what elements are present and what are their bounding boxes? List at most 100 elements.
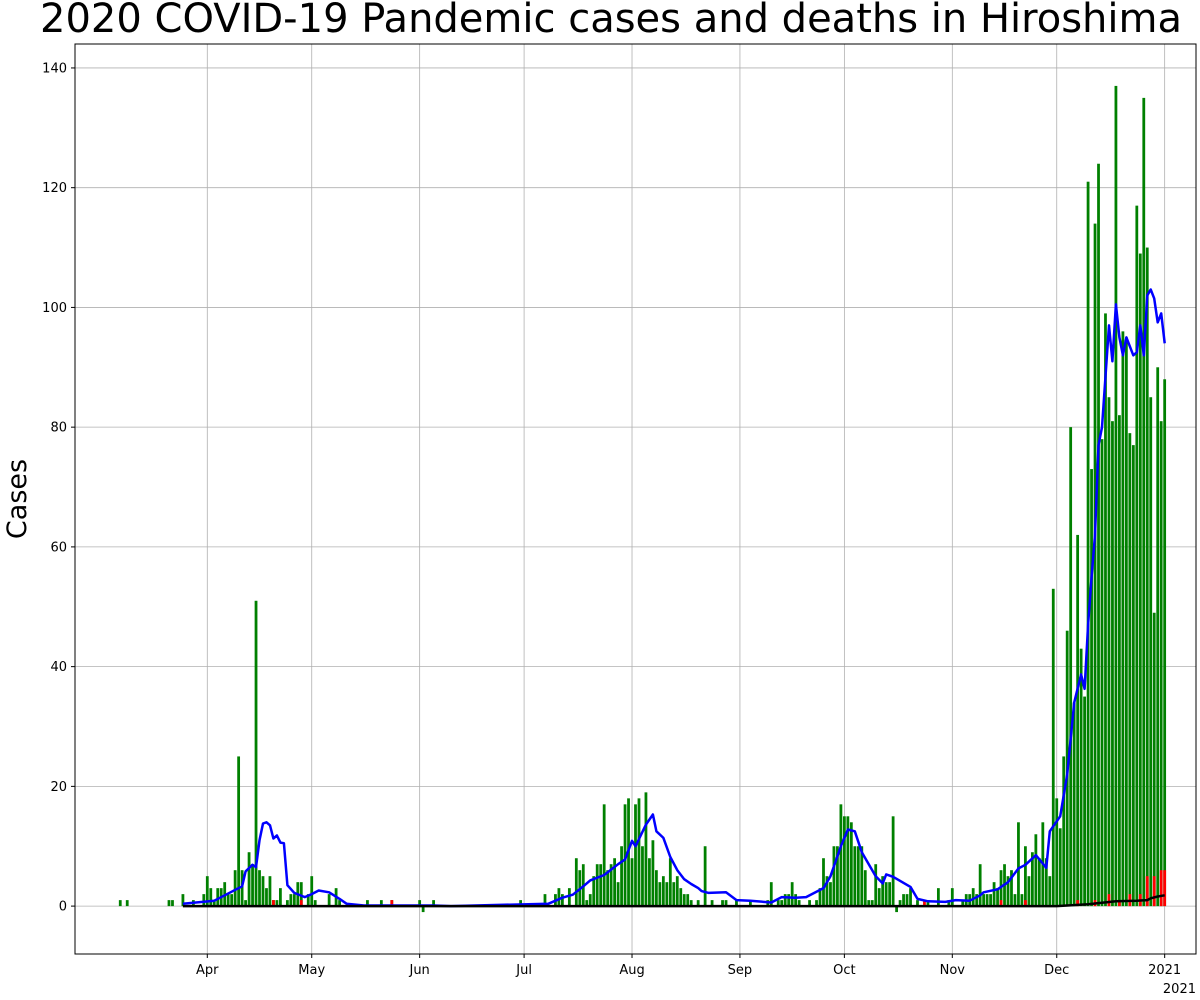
bar (1024, 846, 1027, 907)
bar (1104, 313, 1107, 907)
bar (519, 900, 523, 907)
bar (171, 900, 174, 907)
y-tick-label: 60 (50, 540, 67, 555)
bar (936, 888, 940, 907)
bar (1152, 612, 1156, 907)
bar (1097, 163, 1100, 907)
bar (1121, 331, 1125, 907)
bar (822, 858, 825, 907)
bar (982, 894, 986, 907)
bar (1017, 822, 1020, 907)
bar (874, 864, 878, 907)
bar (1138, 253, 1142, 907)
bar (839, 804, 843, 907)
x-tick-label: Aug (619, 963, 644, 978)
bar (567, 888, 571, 907)
x-tick-label: Sep (728, 963, 753, 978)
bar (560, 894, 564, 907)
bar (1090, 469, 1093, 907)
chart-title: 2020 COVID-19 Pandemic cases and deaths … (40, 0, 1182, 42)
bar (877, 888, 881, 907)
y-axis-label: Cases (2, 459, 33, 539)
bar (1027, 876, 1031, 907)
bar (585, 900, 589, 907)
bar (1051, 588, 1055, 907)
bar (748, 900, 752, 907)
bar (338, 900, 341, 907)
bar (366, 900, 369, 907)
bar (846, 816, 850, 907)
bar (815, 900, 818, 907)
bar (310, 876, 314, 907)
bar (996, 888, 999, 907)
bar (421, 906, 425, 913)
bar (1034, 834, 1038, 907)
bar (1124, 337, 1128, 907)
bar (230, 894, 234, 907)
bar (898, 900, 902, 907)
bar (989, 894, 992, 907)
bar (668, 858, 672, 907)
bar (721, 900, 724, 907)
bar (202, 894, 206, 907)
bar (1100, 439, 1104, 907)
bar (588, 894, 592, 907)
bar (1118, 900, 1121, 907)
bar (696, 900, 700, 907)
bar (860, 846, 864, 907)
bar (595, 864, 599, 907)
bar (735, 900, 738, 907)
bar (254, 600, 258, 907)
bar (606, 870, 610, 907)
bar (599, 864, 603, 907)
bar (689, 900, 693, 907)
bar (888, 882, 892, 907)
bar (613, 858, 617, 907)
bar (1069, 427, 1073, 907)
y-tick-label: 120 (42, 181, 67, 196)
x-tick-label: Jul (515, 963, 532, 978)
bar (1156, 367, 1160, 907)
bar (279, 888, 282, 907)
plot-frame (74, 43, 1197, 955)
bar (327, 894, 331, 907)
bar (787, 894, 791, 907)
bar (285, 900, 289, 907)
bar (999, 900, 1003, 907)
y-tick-label: 20 (50, 780, 67, 795)
bar (971, 888, 975, 907)
bar (240, 870, 244, 907)
bar (233, 870, 237, 907)
bar (1020, 894, 1024, 907)
bar (710, 900, 714, 907)
bar (783, 894, 787, 907)
x-axis-offset-label: 2021 (1163, 982, 1196, 997)
bar (1159, 870, 1163, 907)
bar (634, 804, 637, 907)
bar (1076, 900, 1080, 907)
bar (1135, 205, 1139, 907)
bar (658, 882, 662, 907)
bar (1152, 876, 1156, 907)
bar (1055, 798, 1059, 907)
bar (884, 882, 888, 907)
bar (418, 900, 422, 907)
bar (1037, 858, 1041, 907)
bar (390, 900, 394, 907)
bar (1079, 648, 1083, 907)
bar (808, 900, 811, 907)
bar (641, 846, 644, 907)
bar (769, 882, 773, 907)
bar (703, 846, 707, 907)
bar (209, 888, 213, 907)
bar (686, 894, 690, 907)
bar (216, 888, 220, 907)
bar (1163, 870, 1167, 907)
x-tick-label: 2021 (1148, 963, 1181, 978)
bar (205, 876, 209, 907)
bar (675, 876, 679, 907)
bar (299, 882, 303, 907)
bar (672, 882, 676, 907)
y-tick-label: 0 (59, 900, 67, 915)
